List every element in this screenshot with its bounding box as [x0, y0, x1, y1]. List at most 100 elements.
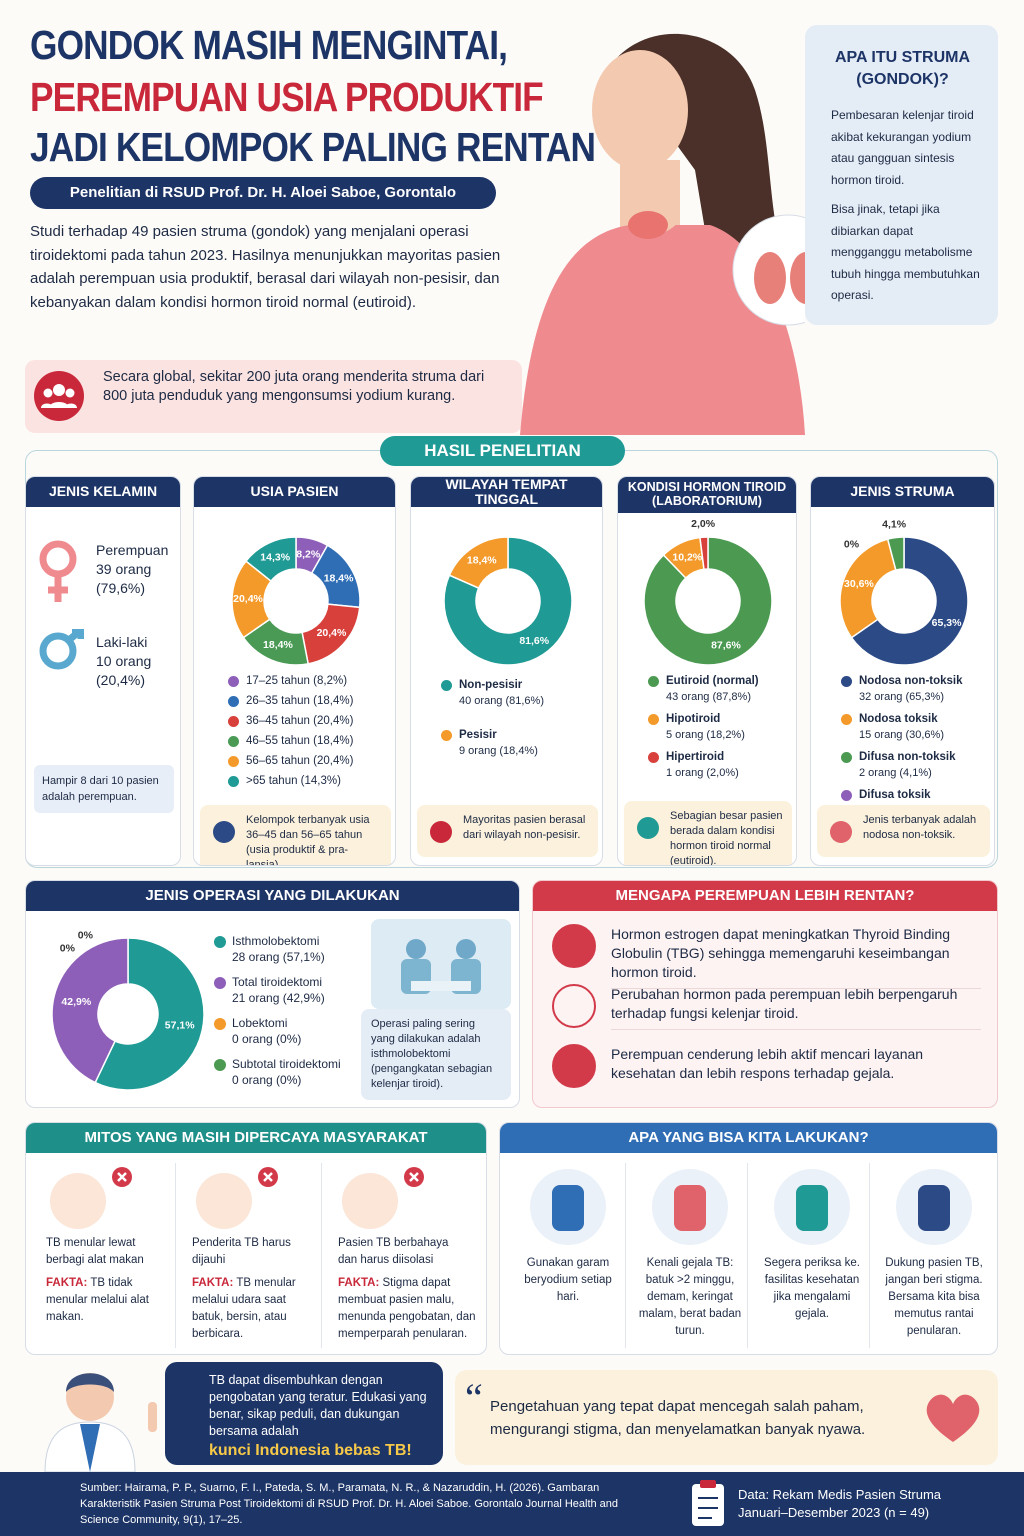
legend-swatch [228, 716, 239, 727]
slice-label: 65,3% [931, 617, 961, 629]
legend-swatch [648, 752, 659, 763]
why-item: Perubahan hormon pada perempuan lebih be… [611, 985, 981, 1030]
note-icon [637, 817, 659, 839]
legend-swatch [214, 977, 226, 989]
legend-swatch [841, 790, 852, 801]
doctor-box: TB dapat disembuhkan dengan pengobatan y… [165, 1362, 443, 1465]
fact-label: FAKTA: [338, 1277, 380, 1289]
why-icon [552, 984, 596, 1028]
panel-note: Kelompok terbanyak usia 36–45 dan 56–65 … [200, 805, 391, 865]
legend-label: 36–45 tahun (20,4%) [246, 715, 354, 727]
legend-label: Difusa toksik [859, 789, 931, 801]
legend-label: Nodosa toksik [859, 713, 938, 725]
legend-label: Hipertiroid [666, 751, 725, 763]
icon-shape [196, 1173, 252, 1229]
slice-label: 0% [60, 943, 76, 955]
donut-slice [94, 937, 205, 1091]
legend-swatch [228, 756, 239, 767]
definition-paragraph: Pembesaran kelenjar tiroid akibat kekura… [831, 108, 974, 187]
section-title: JENIS OPERASI YANG DILAKUKAN [26, 881, 519, 911]
icon-shape [66, 629, 84, 643]
fact-label: FAKTA: [192, 1277, 234, 1289]
legend-item: Nodosa non-toksik 32 orang (65,3%) [841, 673, 990, 705]
chart-panel: USIA PASIEN 8,2% 18,4% 20,4% 18,4% 20,4% 14,3%… [193, 476, 396, 866]
doctor-illustration [44, 1373, 157, 1472]
icon-shape [39, 632, 77, 670]
quote-mark: “ [465, 1375, 483, 1420]
heart-icon [926, 1394, 980, 1442]
action-text: Segera periksa ke. fasilitas kesehatan j… [764, 1257, 860, 1320]
legend-item: 56–65 tahun (20,4%) [228, 753, 395, 769]
gender-icon [39, 629, 84, 670]
legend: 17–25 tahun (8,2%) 26–35 tahun (18,4%) 36–… [228, 673, 395, 793]
panel-note: Jenis terbanyak adalah nodosa non-toksik… [817, 805, 990, 857]
myth-icon [50, 1167, 132, 1229]
icon-shape [430, 821, 452, 843]
legend-label: Hipotiroid [666, 713, 721, 725]
myth-icon [196, 1167, 278, 1229]
legend-label: Non-pesisir [459, 679, 523, 691]
donut-slice [643, 536, 773, 666]
legend: Isthmolobektomi 28 orang (57,1%) Total tir… [214, 933, 364, 1097]
operation-section: JENIS OPERASI YANG DILAKUKAN Operasi pal… [25, 880, 520, 1108]
legend-swatch [841, 676, 852, 687]
icon-shape [50, 1173, 106, 1229]
legend-detail: 15 orang (30,6%) [859, 729, 944, 741]
title-line: PEREMPUAN USIA PRODUKTIF [30, 74, 544, 120]
action-item: Segera periksa ke. fasilitas kesehatan j… [754, 1163, 870, 1348]
action-item: Dukung pasien TB, jangan beri stigma. Be… [876, 1163, 992, 1348]
action-icon [652, 1169, 728, 1245]
title-line: GONDOK MASIH MENGINTAI, [30, 22, 508, 68]
slice-label: 42,9% [61, 996, 91, 1008]
legend-detail: 0 orang (0%) [232, 1032, 302, 1046]
definition-paragraph: Bisa jinak, tetapi jika dibiarkan dapat … [831, 202, 980, 302]
gender-pct: (79,6%) [96, 580, 146, 596]
legend-detail: 9 orang (18,4%) [459, 745, 538, 757]
legend-detail: 43 orang (87,8%) [666, 691, 751, 703]
legend-detail: 5 orang (18,2%) [666, 729, 745, 741]
legend-label: Pesisir [459, 729, 497, 741]
legend-item: Non-pesisir 40 orang (81,6%) [441, 677, 598, 709]
icon-shape [48, 574, 68, 602]
gender-item: Perempuan 39 orang (79,6%) [96, 541, 168, 598]
actions-section: APA YANG BISA KITA LAKUKAN? Gunakan gara… [499, 1122, 998, 1355]
myths-section: MITOS YANG MASIH DIPERCAYA MASYARAKAT TB… [25, 1122, 487, 1355]
section-title: MENGAPA PEREMPUAN LEBIH RENTAN? [533, 881, 997, 911]
fact: FAKTA: TB tidak menular melalui alat mak… [46, 1275, 171, 1326]
legend-item: Nodosa toksik 15 orang (30,6%) [841, 711, 990, 743]
legend-item: 36–45 tahun (20,4%) [228, 713, 395, 729]
source: Sumber: Hairama, P. P., Suarno, F. I., P… [80, 1482, 619, 1526]
surgery-illustration [371, 919, 511, 1009]
legend: Eutiroid (normal) 43 orang (87,8%) Hipotir… [648, 673, 792, 787]
action-icon [896, 1169, 972, 1245]
donut-slice [51, 937, 129, 1084]
action-icon [530, 1169, 606, 1245]
slice-label: 14,3% [260, 552, 290, 564]
slice-label: 18,4% [323, 573, 353, 585]
donut-slice [447, 536, 509, 590]
legend-item: Lobektomi 0 orang (0%) [214, 1015, 364, 1047]
clipboard-icon [692, 1480, 724, 1526]
legend-label: 46–55 tahun (18,4%) [246, 735, 354, 747]
slice-label: 18,4% [263, 639, 293, 651]
woman-illustration [520, 33, 805, 435]
global-note: Secara global, sekitar 200 juta orang me… [103, 369, 485, 404]
legend-item: 17–25 tahun (8,2%) [228, 673, 395, 689]
action-item: Gunakan garam beryodium setiap hari. [510, 1163, 626, 1348]
gender-panel: JENIS KELAMIN Hampir 8 dari 10 pasien ad… [25, 476, 181, 866]
myth: TB menular lewat berbagi alat makan [46, 1237, 144, 1266]
section-title: MITOS YANG MASIH DIPERCAYA MASYARAKAT [26, 1123, 486, 1153]
gender-note: Hampir 8 dari 10 pasien adalah perempuan… [34, 765, 174, 813]
donut-slice [849, 536, 969, 666]
slice-label: 0% [78, 930, 94, 942]
legend-detail: 28 orang (57,1%) [232, 950, 325, 964]
icon-shape [552, 1044, 596, 1088]
footer: Sumber: Hairama, P. P., Suarno, F. I., P… [0, 1472, 1024, 1536]
donut-chart: 87,6% 10,2% 2,0% [643, 519, 773, 666]
legend-label: Nodosa non-toksik [859, 675, 963, 687]
icon-shape [552, 924, 596, 968]
donut-chart: 65,3% 30,6% 4,1% 0% [838, 519, 969, 666]
action-item: Kenali gejala TB: batuk >2 minggu, demam… [632, 1163, 748, 1348]
action-text: Kenali gejala TB: batuk >2 minggu, demam… [638, 1257, 742, 1337]
slice-label: 81,6% [519, 635, 549, 647]
